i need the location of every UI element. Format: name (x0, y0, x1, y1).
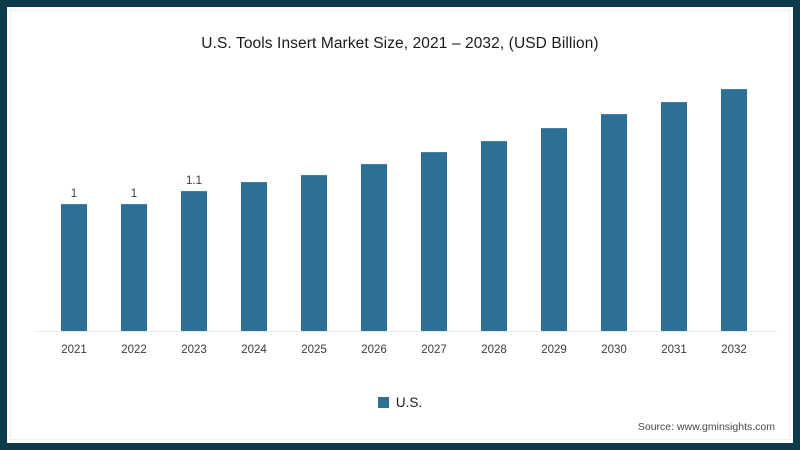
x-tick-label: 2032 (721, 344, 747, 356)
x-tick-2028: 2028 (464, 340, 524, 358)
x-axis-tick-labels: 2021 2022 2023 2024 2025 2026 2027 2028 2029 2030… (35, 340, 773, 362)
x-tick-2026: 2026 (344, 340, 404, 358)
x-tick-2025: 2025 (284, 340, 344, 358)
x-tick-label: 2026 (361, 344, 387, 356)
chart-legend: U.S. (7, 395, 793, 410)
x-tick-2024: 2024 (224, 340, 284, 358)
bar-2021[interactable] (61, 204, 87, 331)
bar-slot (584, 69, 644, 331)
bar-slot: 1 (44, 69, 104, 331)
bar-slot: 1 (104, 69, 164, 331)
x-tick-label: 2021 (61, 344, 87, 356)
x-tick-2032: 2032 (704, 340, 764, 358)
x-tick-2027: 2027 (404, 340, 464, 358)
x-tick-label: 2025 (301, 344, 327, 356)
bar-value-label-2022: 1 (130, 188, 138, 200)
x-tick-label: 2030 (601, 344, 627, 356)
x-tick-2021: 2021 (44, 340, 104, 358)
bar-2029[interactable] (541, 128, 567, 331)
source-attribution: Source: www.gminsights.com (637, 421, 775, 433)
x-tick-label: 2024 (241, 344, 267, 356)
bar-2028[interactable] (481, 141, 507, 331)
x-axis-line (35, 331, 777, 332)
x-tick-2029: 2029 (524, 340, 584, 358)
legend-label-us: U.S. (395, 395, 423, 410)
bar-2032[interactable] (721, 89, 747, 331)
x-tick-2030: 2030 (584, 340, 644, 358)
x-tick-label: 2028 (481, 344, 507, 356)
plot-area: 1 1 1.1 (35, 69, 773, 331)
bar-slot (464, 69, 524, 331)
bar-slot (344, 69, 404, 331)
bar-slot (284, 69, 344, 331)
bar-slot (704, 69, 764, 331)
bar-2031[interactable] (661, 102, 687, 331)
x-tick-label: 2027 (421, 344, 447, 356)
bar-slot: 1.1 (164, 69, 224, 331)
bar-slot (404, 69, 464, 331)
bar-2023[interactable] (181, 191, 207, 331)
bar-slot (644, 69, 704, 331)
x-tick-label: 2023 (181, 344, 207, 356)
x-tick-2031: 2031 (644, 340, 704, 358)
bar-value-label-2023: 1.1 (186, 175, 202, 187)
x-tick-2022: 2022 (104, 340, 164, 358)
bar-value-label-2021: 1 (70, 188, 78, 200)
bar-2030[interactable] (601, 114, 627, 331)
bar-slot (224, 69, 284, 331)
legend-swatch-us (377, 397, 389, 408)
bar-2027[interactable] (421, 152, 447, 331)
x-tick-label: 2031 (661, 344, 687, 356)
bar-2022[interactable] (121, 204, 147, 331)
bar-2025[interactable] (301, 175, 327, 331)
chart-title: U.S. Tools Insert Market Size, 2021 – 20… (201, 35, 599, 52)
bar-2026[interactable] (361, 164, 387, 331)
bar-slot (524, 69, 584, 331)
bar-2024[interactable] (241, 182, 267, 331)
x-tick-2023: 2023 (164, 340, 224, 358)
x-tick-label: 2029 (541, 344, 567, 356)
x-tick-label: 2022 (121, 344, 147, 356)
